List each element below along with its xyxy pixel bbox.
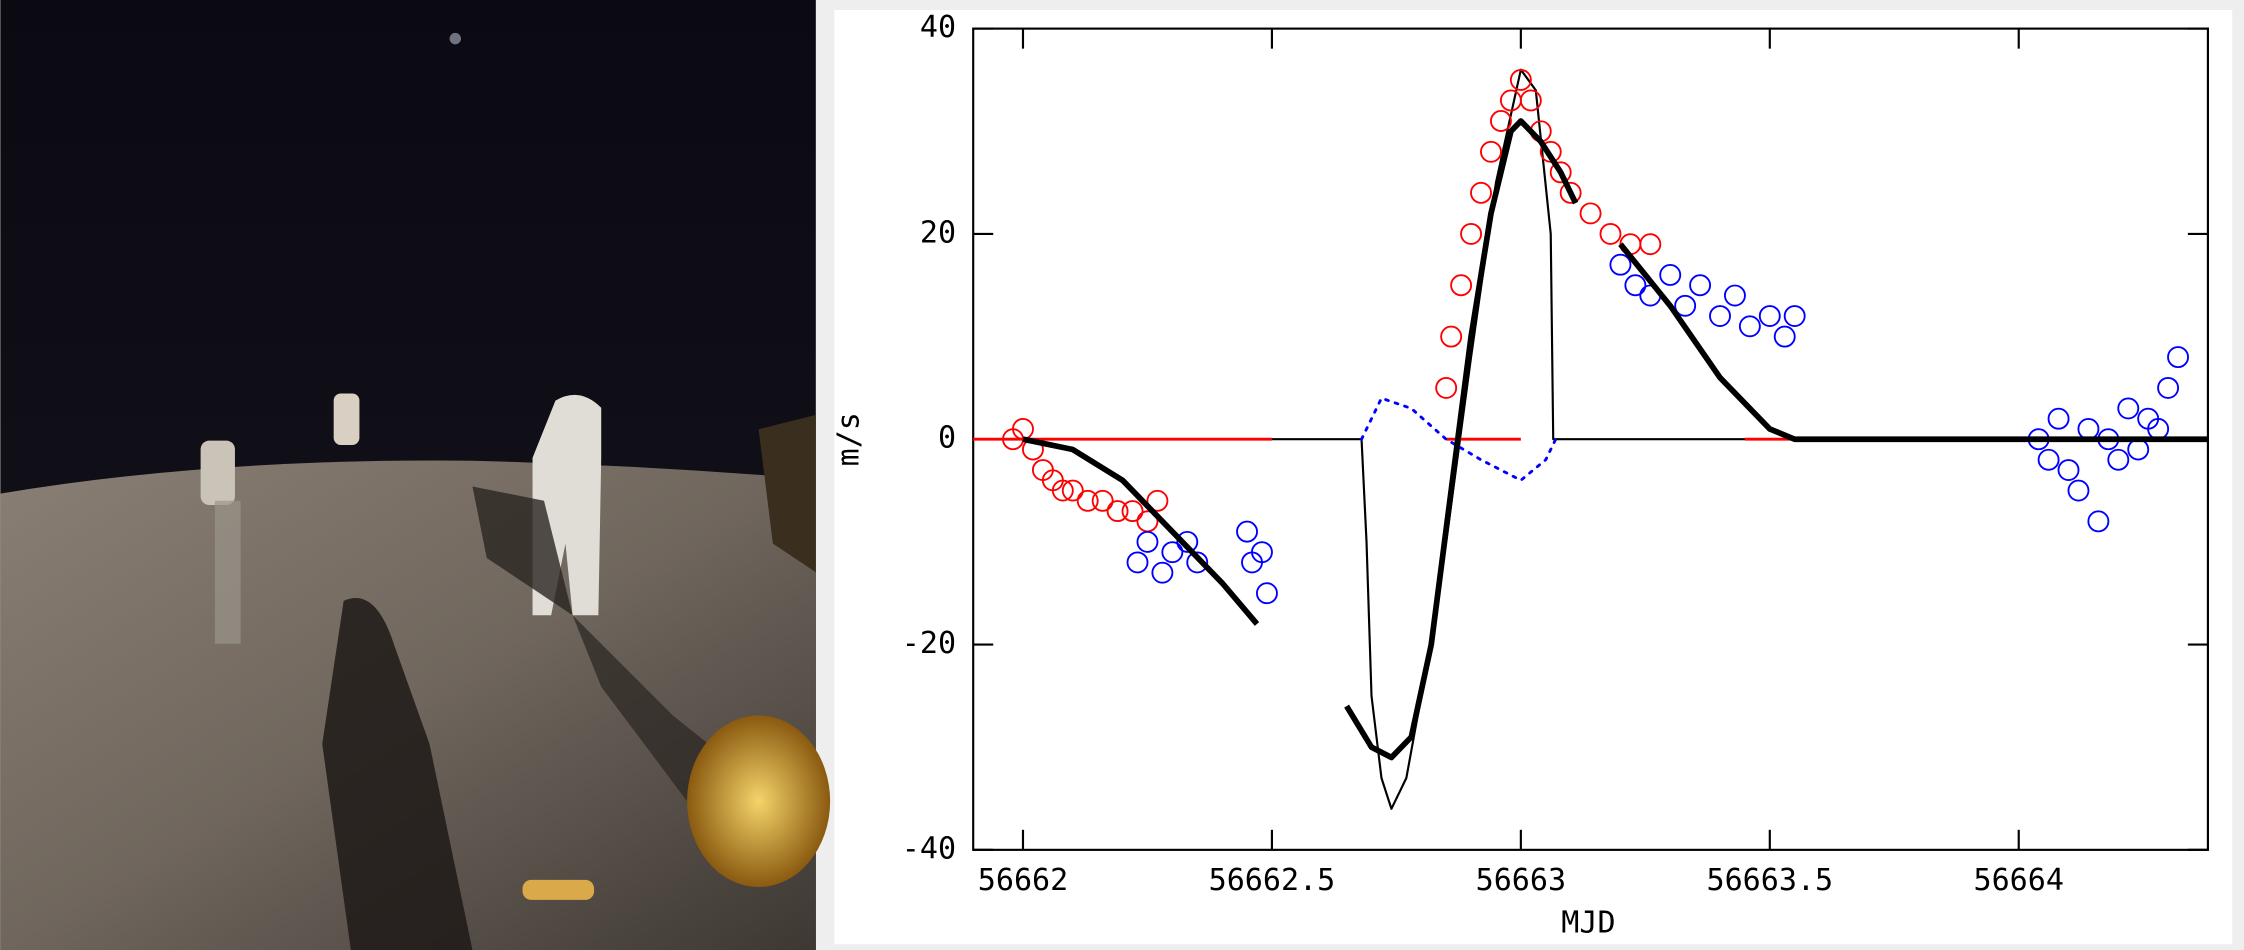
data-point bbox=[1460, 222, 1483, 245]
data-point bbox=[1480, 140, 1502, 163]
data-point bbox=[1146, 489, 1169, 512]
data-point bbox=[1161, 541, 1184, 564]
data-point bbox=[1256, 582, 1278, 605]
data-point bbox=[1450, 274, 1473, 297]
data-point bbox=[1440, 325, 1463, 348]
data-point bbox=[1136, 530, 1159, 553]
photo bbox=[0, 0, 831, 950]
data-point bbox=[1709, 305, 1731, 327]
data-point bbox=[1689, 274, 1712, 297]
y-tick-label: -40 bbox=[902, 831, 956, 866]
data-point bbox=[2167, 346, 2189, 369]
data-point bbox=[1435, 376, 1458, 399]
y-tick-label: -20 bbox=[902, 626, 956, 661]
data-point bbox=[1051, 479, 1074, 502]
x-tick-label: 56664 bbox=[1974, 863, 2064, 898]
y-tick-label: 20 bbox=[920, 215, 956, 250]
data-point bbox=[2047, 407, 2070, 430]
data-point bbox=[1579, 202, 1602, 225]
data-point bbox=[1490, 110, 1512, 132]
data-point bbox=[1674, 294, 1697, 317]
data-point bbox=[2107, 448, 2130, 471]
chart-panel bbox=[834, 10, 2233, 945]
data-point bbox=[1076, 489, 1099, 512]
data-point bbox=[1470, 181, 1492, 204]
model-line bbox=[1360, 396, 1558, 482]
data-point bbox=[1559, 181, 1582, 204]
data-point bbox=[1639, 233, 1662, 256]
data-point bbox=[1151, 561, 1174, 584]
x-tick-label: 56662.5 bbox=[1209, 863, 1336, 898]
data-point bbox=[1106, 500, 1129, 523]
data-point bbox=[2117, 397, 2140, 420]
data-point bbox=[1723, 284, 1746, 307]
x-axis-label: MJD bbox=[1561, 906, 1615, 941]
data-point bbox=[2057, 459, 2080, 481]
data-point bbox=[2157, 376, 2180, 399]
data-point bbox=[1609, 253, 1632, 276]
data-point bbox=[1061, 479, 1084, 502]
data-point bbox=[1509, 68, 1532, 91]
y-axis-label: m/s bbox=[832, 412, 867, 466]
x-tick-label: 56663.5 bbox=[1707, 863, 1834, 898]
data-point bbox=[1251, 541, 1273, 564]
data-point bbox=[1126, 551, 1149, 574]
data-point bbox=[1549, 161, 1572, 184]
data-point bbox=[1121, 500, 1144, 523]
data-point bbox=[1599, 222, 1622, 245]
data-point bbox=[2037, 448, 2060, 471]
data-point bbox=[1738, 315, 1761, 338]
data-point bbox=[1091, 489, 1114, 512]
chart: MJD m/s 56662 56662.5 56663 56663.5 56664 -40… bbox=[832, 10, 2209, 941]
data-point bbox=[2087, 510, 2110, 533]
data-point bbox=[1012, 418, 1034, 440]
data-point bbox=[1783, 305, 1806, 327]
data-point bbox=[1758, 305, 1781, 327]
data-point bbox=[1773, 325, 1796, 348]
data-point bbox=[1186, 551, 1209, 574]
y-tick-label: 0 bbox=[938, 421, 956, 456]
data-point bbox=[1659, 264, 1682, 286]
data-point bbox=[1236, 520, 1258, 543]
data-point bbox=[1176, 530, 1199, 553]
data-point bbox=[2067, 479, 2090, 502]
model-line bbox=[1022, 118, 2208, 761]
y-tick-label: 40 bbox=[920, 10, 956, 45]
x-tick-label: 56662 bbox=[978, 863, 1068, 898]
data-point bbox=[1519, 89, 1542, 112]
x-tick-label: 56663 bbox=[1476, 863, 1566, 898]
data-point bbox=[1624, 274, 1647, 297]
